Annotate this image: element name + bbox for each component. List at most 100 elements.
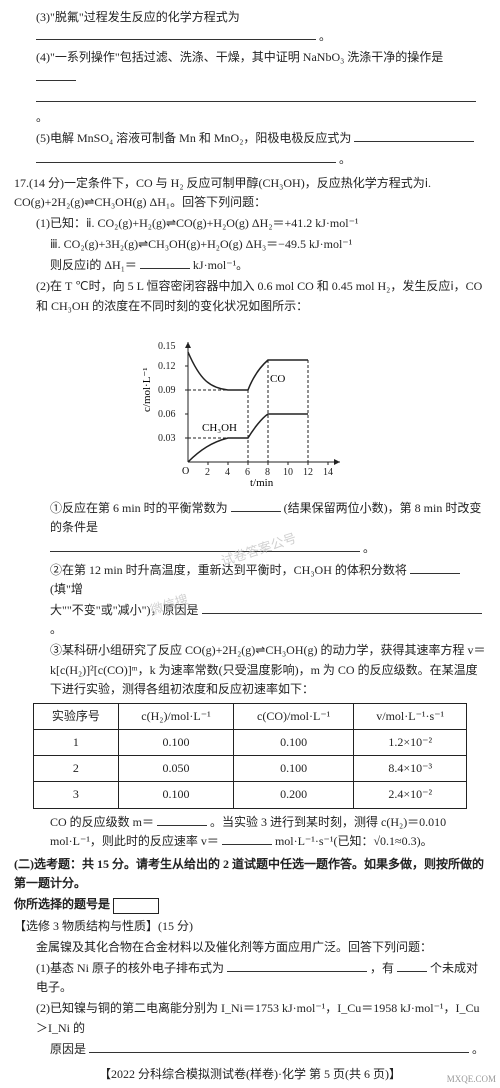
blank xyxy=(410,562,460,574)
q17-1c: 则反应ⅰ的 ΔH₁＝ kJ·mol⁻¹。 xyxy=(14,256,486,275)
td: 2 xyxy=(33,756,118,782)
tick: 0.09 xyxy=(158,385,176,396)
td: 0.100 xyxy=(233,730,353,756)
q4-suffix: 。 xyxy=(36,110,48,124)
blank xyxy=(36,90,476,102)
text: ②在第 12 min 时升高温度，重新达到平衡时，CH₃OH 的体积分数将 xyxy=(50,563,407,577)
tick: 12 xyxy=(303,467,313,478)
q3-text: (3)"脱氟"过程发生反应的化学方程式为 xyxy=(36,10,240,24)
blank xyxy=(157,814,207,826)
q5-text: (5)电解 MnSO₄ 溶液可制备 Mn 和 MnO₂，阳极电极反应式为 xyxy=(36,131,351,145)
td: 0.200 xyxy=(233,782,353,808)
experiment-table: 实验序号 c(H₂)/mol·L⁻¹ c(CO)/mol·L⁻¹ v/mol·L… xyxy=(33,703,467,809)
corner-mark: MXQE.COM xyxy=(447,1072,496,1086)
optional-title: 【选修 3 物质结构与性质】(15 分) xyxy=(14,917,486,936)
origin-o: O xyxy=(182,466,189,477)
tick: 0.12 xyxy=(158,361,176,372)
table-row: 1 0.100 0.100 1.2×10⁻² xyxy=(33,730,466,756)
blank xyxy=(50,540,360,552)
tick: 2 xyxy=(205,467,210,478)
hint: (填"增 xyxy=(50,582,83,596)
choice-box[interactable] xyxy=(113,898,159,914)
blank xyxy=(231,500,281,512)
item-5-l1: (5)电解 MnSO₄ 溶液可制备 Mn 和 MnO₂，阳极电极反应式为 xyxy=(14,129,486,148)
q4-text: (4)"一系列操作"包括过滤、洗涤、干燥，其中证明 NaNbO₃ 洗涤干净的操作… xyxy=(36,50,443,64)
section-2-title: (二)选考题：共 15 分。请考生从给出的 2 道试题中任选一题作答。如果多做，… xyxy=(14,855,486,893)
td: 2.4×10⁻² xyxy=(354,782,467,808)
q17-1b: ⅲ. CO₂(g)+3H₂(g)⇌CH₃OH(g)+H₂O(g) ΔH₃＝−49… xyxy=(14,235,486,254)
item-5-l2: 。 xyxy=(14,150,486,169)
opt-intro: 金属镍及其化合物在合金材料以及催化剂等方面应用广泛。回答下列问题： xyxy=(14,938,486,957)
concentration-chart: 0.03 0.06 0.09 0.12 0.15 2 4 6 8 10 12 1… xyxy=(140,322,360,487)
opt-1: (1)基态 Ni 原子的核外电子排布式为 ，有 个未成对电子。 xyxy=(14,959,486,997)
page-footer: 【2022 分科综合模拟测试卷(样卷)·化学 第 5 页(共 6 页)】 xyxy=(14,1065,486,1084)
unit: kJ·mol⁻¹。 xyxy=(193,258,248,272)
blank xyxy=(140,257,190,269)
opt-2b: 原因是 。 xyxy=(14,1040,486,1059)
th: c(H₂)/mol·L⁻¹ xyxy=(118,703,233,729)
tick: 14 xyxy=(323,467,333,478)
table-row: 2 0.050 0.100 8.4×10⁻³ xyxy=(33,756,466,782)
x-axis-label: t/min xyxy=(250,477,274,487)
item-4-l2: 。 xyxy=(14,89,486,127)
q17-c3: ③某科研小组研究了反应 CO(g)+2H₂(g)⇌CH₃OH(g) 的动力学，获… xyxy=(14,641,486,699)
q5-suffix: 。 xyxy=(339,152,351,166)
q17-1a: (1)已知：ⅱ. CO₂(g)+H₂(g)⇌CO(g)+H₂O(g) ΔH₂＝+… xyxy=(14,214,486,233)
q17-head-text: 17.(14 分)一定条件下，CO 与 H₂ 反应可制甲醇(CH₃OH)，反应热… xyxy=(14,176,431,209)
opt-2: (2)已知镍与铜的第二电离能分别为 I_Ni＝1753 kJ·mol⁻¹，I_C… xyxy=(14,999,486,1037)
text: 原因是 xyxy=(50,1042,86,1056)
blank xyxy=(354,130,474,142)
text: CO 的反应级数 m＝ xyxy=(50,815,154,829)
text: (2)在 T ℃时，向 5 L 恒容密闭容器中加入 0.6 mol CO 和 0… xyxy=(36,279,482,312)
item-3: (3)"脱氟"过程发生反应的化学方程式为 。 xyxy=(14,8,486,46)
td: 1.2×10⁻² xyxy=(354,730,467,756)
ch3oh-label: CH₃OH xyxy=(202,422,237,434)
tick: 0.15 xyxy=(158,341,176,352)
th: 实验序号 xyxy=(33,703,118,729)
tick: 0.03 xyxy=(158,433,176,444)
th: v/mol·L⁻¹·s⁻¹ xyxy=(354,703,467,729)
q17-c1: ①反应在第 6 min 时的平衡常数为 (结果保留两位小数)，第 8 min 时… xyxy=(14,499,486,537)
q17-c2a: ②在第 12 min 时升高温度，重新达到平衡时，CH₃OH 的体积分数将 (填… xyxy=(14,561,486,599)
tick: 0.06 xyxy=(158,409,176,420)
blank xyxy=(202,602,482,614)
blank xyxy=(36,28,316,40)
text: (1)基态 Ni 原子的核外电子排布式为 xyxy=(36,961,224,975)
item-4-l1: (4)"一系列操作"包括过滤、洗涤、干燥，其中证明 NaNbO₃ 洗涤干净的操作… xyxy=(14,48,486,86)
blank xyxy=(36,151,336,163)
co-label: CO xyxy=(270,373,285,385)
text: 大""不变"或"减小")，原因是 xyxy=(50,603,199,617)
table-row: 3 0.100 0.200 2.4×10⁻² xyxy=(33,782,466,808)
text: (1)已知：ⅱ. CO₂(g)+H₂(g)⇌CO(g)+H₂O(g) ΔH₂＝+… xyxy=(36,216,359,230)
q17-c1b: 。 xyxy=(14,539,486,558)
blank xyxy=(222,833,272,845)
blank xyxy=(397,960,427,972)
text: 你所选择的题号是 xyxy=(14,897,110,911)
text: (二)选考题：共 15 分。请考生从给出的 2 道试题中任选一题作答。如果多做，… xyxy=(14,857,484,890)
q17-2: (2)在 T ℃时，向 5 L 恒容密闭容器中加入 0.6 mol CO 和 0… xyxy=(14,277,486,315)
text: ⅲ. CO₂(g)+3H₂(g)⇌CH₃OH(g)+H₂O(g) ΔH₃＝−49… xyxy=(50,237,352,251)
th: c(CO)/mol·L⁻¹ xyxy=(233,703,353,729)
chart-wrap: 0.03 0.06 0.09 0.12 0.15 2 4 6 8 10 12 1… xyxy=(14,322,486,493)
text: 。 xyxy=(50,622,62,636)
blank xyxy=(89,1041,469,1053)
q17-c2b: 大""不变"或"减小")，原因是 。 xyxy=(14,601,486,639)
text: 。 xyxy=(363,541,375,555)
table-row: 实验序号 c(H₂)/mol·L⁻¹ c(CO)/mol·L⁻¹ v/mol·L… xyxy=(33,703,466,729)
text: ，有 xyxy=(370,961,394,975)
choose-line: 你所选择的题号是 xyxy=(14,895,486,914)
text: 金属镍及其化合物在合金材料以及催化剂等方面应用广泛。回答下列问题： xyxy=(36,940,432,954)
text: (2)已知镍与铜的第二电离能分别为 I_Ni＝1753 kJ·mol⁻¹，I_C… xyxy=(36,1001,480,1034)
q17-after-table: CO 的反应级数 m＝ 。当实验 3 进行到某时刻，测得 c(H₂)＝0.010… xyxy=(14,813,486,851)
y-axis-label: c/mol·L⁻¹ xyxy=(141,367,153,412)
text: 【选修 3 物质结构与性质】(15 分) xyxy=(14,919,193,933)
td: 3 xyxy=(33,782,118,808)
blank xyxy=(227,960,367,972)
td: 8.4×10⁻³ xyxy=(354,756,467,782)
text: ③某科研小组研究了反应 CO(g)+2H₂(g)⇌CH₃OH(g) 的动力学，获… xyxy=(50,643,486,695)
text: ①反应在第 6 min 时的平衡常数为 xyxy=(50,501,228,515)
tick: 10 xyxy=(283,467,293,478)
td: 0.050 xyxy=(118,756,233,782)
text: 。 xyxy=(472,1042,484,1056)
q3-suffix: 。 xyxy=(319,29,331,43)
